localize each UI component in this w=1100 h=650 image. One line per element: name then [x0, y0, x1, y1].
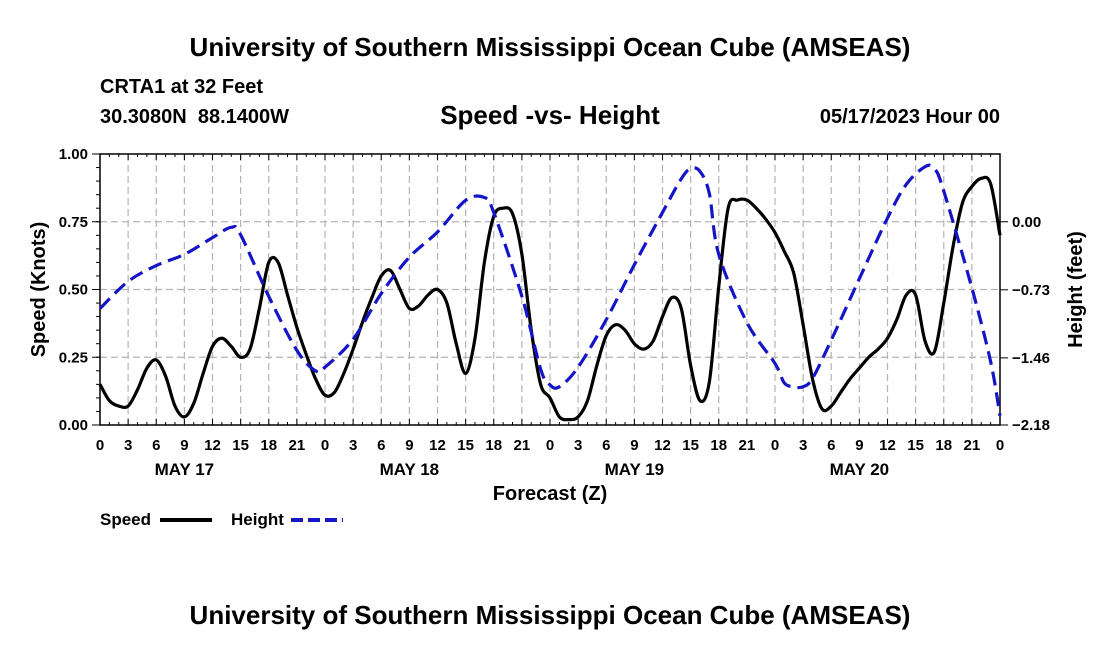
y-axis-title: Speed (Knots) [28, 222, 50, 358]
label-layer: 0 3 6 9 12 15 18 21 0 3 6 9 12 15 18 21 0 3 6 9 12 15 18 21 0 3 6 9… [28, 146, 1087, 505]
y-tick-label: 0.75 [59, 214, 88, 231]
x-tick-label: 6 [602, 437, 610, 454]
legend-layer: Speed Height [100, 510, 343, 529]
x-tick-label: 18 [485, 437, 502, 454]
y2-tick-label: 0.00 [1012, 214, 1041, 231]
x-tick-label: 12 [654, 437, 671, 454]
series-layer [98, 163, 1002, 422]
grid-layer [100, 154, 1000, 425]
x-tick-label: 18 [260, 437, 277, 454]
y-tick-label: 0.50 [59, 282, 88, 299]
footer-title: University of Southern Mississippi Ocean… [189, 600, 911, 630]
x-tick-label: 21 [739, 437, 756, 454]
x-axis-title: Forecast (Z) [493, 483, 607, 505]
day-label: MAY 18 [380, 460, 440, 479]
x-tick-label: 21 [514, 437, 531, 454]
x-tick-label: 21 [964, 437, 981, 454]
axis-layer [92, 153, 1008, 426]
x-tick-label: 6 [152, 437, 160, 454]
x-tick-label: 15 [232, 437, 249, 454]
day-label: MAY 17 [155, 460, 215, 479]
day-label: MAY 19 [605, 460, 665, 479]
x-tick-label: 3 [799, 437, 807, 454]
y-tick-label: 1.00 [59, 146, 88, 163]
station-label: CRTA1 at 32 Feet [100, 76, 264, 98]
y2-axis-title: Height (feet) [1065, 231, 1087, 348]
x-tick-label: 18 [710, 437, 727, 454]
legend-height-label: Height [231, 510, 284, 529]
chart-subtitle: Speed -vs- Height [440, 100, 660, 130]
y2-tick-label: −1.46 [1012, 350, 1050, 367]
y-tick-label: 0.25 [59, 349, 88, 366]
x-tick-label: 3 [574, 437, 582, 454]
coordinates-label: 30.3080N 88.1400W [100, 106, 290, 128]
x-tick-label: 18 [935, 437, 952, 454]
x-tick-label: 0 [771, 437, 779, 454]
series-line-speed [98, 175, 1002, 422]
series-line-height [98, 163, 1002, 416]
x-tick-label: 6 [827, 437, 835, 454]
x-tick-label: 9 [855, 437, 863, 454]
day-label: MAY 20 [830, 460, 890, 479]
x-tick-label: 0 [996, 437, 1004, 454]
x-tick-label: 9 [405, 437, 413, 454]
x-tick-label: 3 [349, 437, 357, 454]
x-tick-label: 9 [630, 437, 638, 454]
y2-tick-label: −0.73 [1012, 282, 1050, 299]
x-tick-label: 12 [429, 437, 446, 454]
plot-frame [99, 153, 1001, 426]
x-tick-label: 6 [377, 437, 385, 454]
x-tick-label: 0 [96, 437, 104, 454]
x-tick-label: 9 [180, 437, 188, 454]
legend-speed-label: Speed [100, 510, 151, 529]
x-tick-label: 21 [289, 437, 306, 454]
x-tick-label: 15 [907, 437, 924, 454]
x-tick-label: 3 [124, 437, 132, 454]
x-tick-label: 0 [546, 437, 554, 454]
y-tick-label: 0.00 [59, 417, 88, 434]
x-tick-label: 12 [204, 437, 221, 454]
x-tick-label: 0 [321, 437, 329, 454]
x-tick-label: 15 [457, 437, 474, 454]
forecast-date: 05/17/2023 Hour 00 [819, 106, 1000, 128]
x-tick-label: 15 [682, 437, 699, 454]
main-title: University of Southern Mississippi Ocean… [189, 32, 911, 62]
x-tick-label: 12 [879, 437, 896, 454]
y2-tick-label: −2.18 [1012, 417, 1050, 434]
